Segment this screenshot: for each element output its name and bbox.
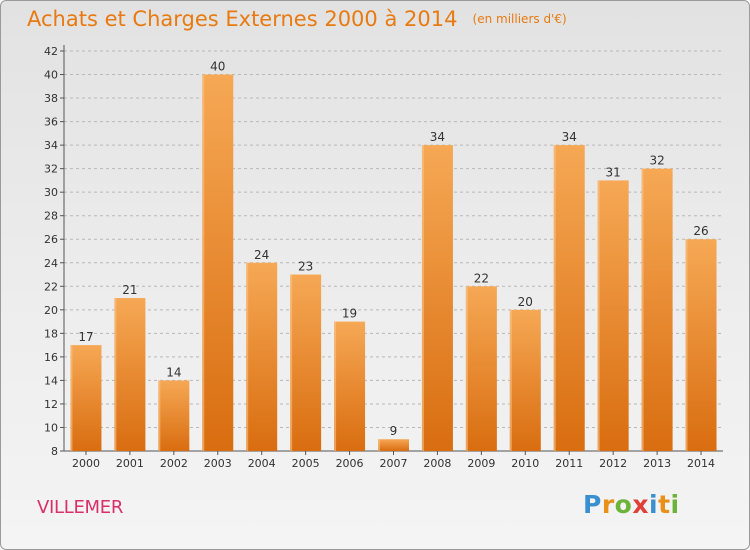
x-tick-label: 2003 (204, 457, 232, 470)
bar (114, 298, 146, 451)
brand-letter: x (632, 490, 649, 519)
bar-highlight (421, 145, 424, 451)
x-tick-label: 2000 (72, 457, 100, 470)
data-label: 22 (474, 271, 489, 285)
bar-highlight (597, 180, 600, 452)
x-tick-label: 2008 (423, 457, 451, 470)
x-tick-label: 2014 (687, 457, 715, 470)
y-tick-label: 42 (44, 45, 58, 58)
x-tick-label: 2007 (380, 457, 408, 470)
y-tick-label: 26 (44, 233, 58, 246)
bar (465, 286, 497, 451)
y-tick-label: 32 (44, 163, 58, 176)
data-label: 34 (562, 130, 577, 144)
y-tick-label: 8 (51, 445, 58, 458)
x-tick-label: 2009 (467, 457, 495, 470)
bar (421, 145, 453, 451)
bars (70, 74, 717, 452)
y-tick-label: 36 (44, 116, 58, 129)
labels: 8 10 12 14 16 18 20 22 24 26 28 30 32 34 36 38 40 42 17 200… (44, 45, 715, 470)
bar-highlight (202, 74, 205, 451)
brand-letter: i (649, 490, 659, 519)
x-tick-label: 2004 (248, 457, 276, 470)
y-tick-label: 40 (44, 69, 58, 82)
data-label: 31 (606, 165, 621, 179)
y-tick-label: 34 (44, 139, 58, 152)
bar (202, 74, 234, 451)
y-tick-label: 16 (44, 351, 58, 364)
bar-highlight (641, 168, 644, 451)
bar (158, 380, 190, 451)
bar (246, 262, 278, 451)
x-tick-label: 2011 (555, 457, 583, 470)
chart-title: Achats et Charges Externes 2000 à 2014 (27, 7, 458, 31)
bar (290, 274, 322, 451)
y-tick-label: 22 (44, 280, 58, 293)
brand-letter: P (583, 490, 602, 519)
x-tick-label: 2010 (511, 457, 539, 470)
y-tick-label: 18 (44, 327, 58, 340)
brand-letter: r (601, 490, 615, 519)
title-row: Achats et Charges Externes 2000 à 2014 (… (27, 7, 567, 31)
x-tick-label: 2006 (336, 457, 364, 470)
data-label: 24 (254, 248, 269, 262)
bar (378, 439, 409, 451)
bar (509, 309, 541, 451)
bar (597, 180, 629, 452)
data-label: 20 (518, 295, 533, 309)
bar-highlight (114, 298, 117, 451)
bar-highlight (509, 309, 512, 451)
x-tick-label: 2013 (643, 457, 671, 470)
data-label: 17 (78, 330, 93, 344)
y-tick-label: 24 (44, 257, 58, 270)
data-label: 14 (166, 365, 181, 379)
chart-unit: (en milliers d'€) (472, 12, 567, 26)
data-label: 23 (298, 260, 313, 274)
bar-highlight (465, 286, 468, 451)
bar (70, 345, 102, 451)
bar-highlight (158, 380, 161, 451)
brand-letter: o (614, 490, 633, 519)
data-label: 26 (693, 224, 708, 238)
x-tick-label: 2002 (160, 457, 188, 470)
x-tick-label: 2005 (292, 457, 320, 470)
data-label: 34 (430, 130, 445, 144)
bar-highlight (685, 239, 688, 451)
data-label: 19 (342, 307, 357, 321)
y-tick-label: 38 (44, 92, 58, 105)
bar-highlight (378, 439, 380, 451)
proxiti-logo[interactable]: Proxiti (583, 490, 680, 519)
x-tick-label: 2012 (599, 457, 627, 470)
bar-highlight (290, 274, 293, 451)
data-label: 9 (390, 424, 398, 438)
data-label: 32 (649, 154, 664, 168)
y-tick-label: 28 (44, 210, 58, 223)
data-label: 40 (210, 60, 225, 74)
x-tick-label: 2001 (116, 457, 144, 470)
y-tick-label: 30 (44, 186, 58, 199)
bar (334, 321, 366, 451)
bar-highlight (70, 345, 73, 451)
commune-name: VILLEMER (37, 497, 124, 518)
bar (685, 239, 717, 451)
data-label: 21 (122, 283, 137, 297)
bar-highlight (334, 321, 337, 451)
bar (553, 145, 585, 451)
brand-letter: i (670, 490, 680, 519)
y-tick-label: 12 (44, 398, 58, 411)
bar (641, 168, 673, 451)
y-tick-label: 14 (44, 374, 58, 387)
y-tick-label: 10 (44, 421, 58, 434)
bar-highlight (246, 262, 249, 451)
bar-highlight (553, 145, 556, 451)
y-tick-label: 20 (44, 304, 58, 317)
brand-letter: t (658, 490, 671, 519)
